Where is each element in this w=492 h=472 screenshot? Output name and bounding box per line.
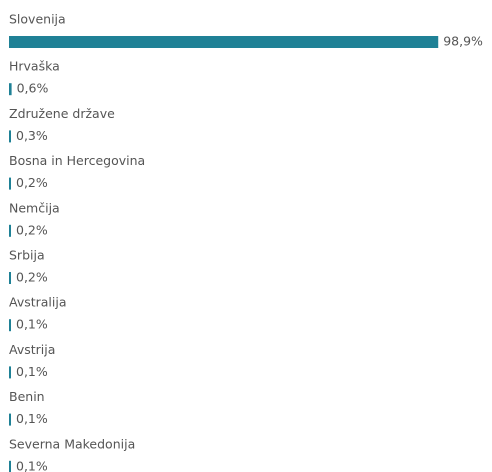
bar: [9, 460, 11, 472]
value-label: 0,3%: [16, 128, 48, 143]
bar: [9, 224, 11, 237]
category-label: Hrvaška: [9, 59, 60, 74]
category-label: Slovenija: [9, 12, 66, 27]
bar: [9, 413, 11, 426]
category-label: Nemčija: [9, 200, 60, 215]
value-label: 0,2%: [16, 270, 48, 285]
value-label: 0,6%: [17, 81, 49, 96]
value-label: 0,2%: [16, 222, 48, 237]
value-label: 0,1%: [16, 411, 48, 426]
category-label: Srbija: [9, 248, 45, 263]
bar: [9, 130, 11, 143]
bar: [9, 36, 439, 48]
value-label: 98,9%: [443, 34, 483, 49]
value-label: 0,1%: [16, 317, 48, 332]
bar: [9, 366, 11, 379]
value-label: 0,1%: [16, 458, 48, 472]
category-label: Severna Makedonija: [9, 436, 135, 451]
bar: [9, 272, 11, 284]
value-label: 0,2%: [16, 175, 48, 190]
category-label: Avstralija: [9, 295, 67, 310]
category-label: Benin: [9, 389, 45, 404]
category-label: Združene države: [9, 106, 115, 121]
bar: [9, 177, 11, 190]
value-label: 0,1%: [16, 364, 48, 379]
bar: [9, 319, 11, 332]
category-label: Bosna in Hercegovina: [9, 153, 145, 168]
bar: [9, 83, 12, 96]
category-label: Avstrija: [9, 342, 55, 357]
